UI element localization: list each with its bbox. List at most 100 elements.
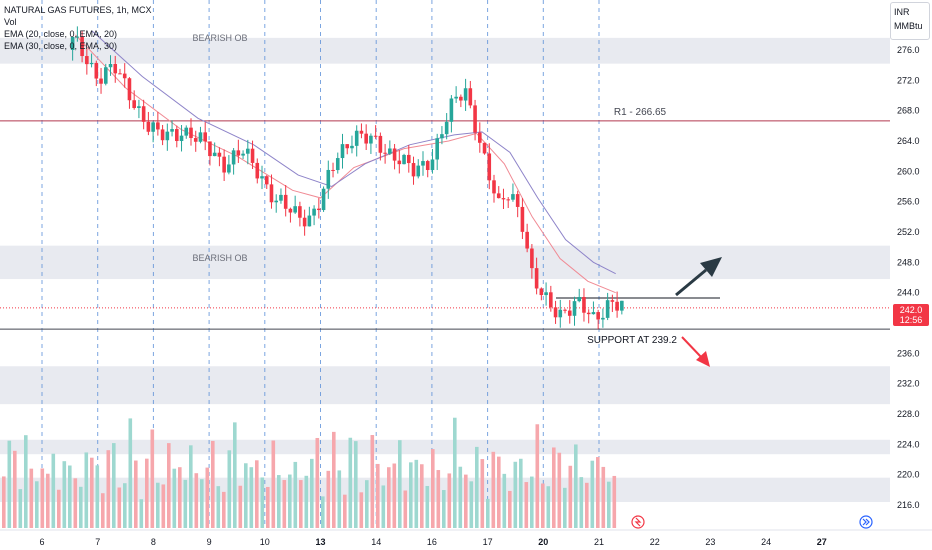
volume-bar — [607, 481, 611, 528]
candle-body — [298, 206, 302, 218]
candle-body — [137, 106, 141, 108]
volume-bar — [365, 480, 369, 528]
volume-bar — [596, 457, 600, 528]
volume-label: Vol — [4, 17, 17, 27]
volume-bar — [387, 467, 391, 528]
volume-bar — [249, 467, 254, 528]
candle-body — [151, 122, 155, 132]
volume-bar — [585, 482, 589, 528]
candle-body — [326, 169, 331, 189]
volume-bar — [46, 473, 50, 528]
candle-body — [605, 300, 610, 318]
volume-bar — [189, 445, 193, 528]
volume-bar — [62, 461, 67, 528]
volume-bar — [299, 480, 303, 528]
day-tick-label: 17 — [483, 537, 493, 547]
candle-body — [444, 121, 449, 135]
candle-body — [572, 301, 577, 316]
volume-bar — [255, 460, 259, 528]
candle-body — [468, 88, 473, 106]
scroll-to-realtime-icon[interactable] — [859, 515, 873, 529]
candle-body — [567, 310, 572, 316]
currency-unit-box[interactable]: INR MMBtu — [890, 2, 930, 40]
volume-bar — [244, 463, 248, 528]
candle-body — [364, 133, 368, 144]
candle-body — [321, 188, 326, 211]
price-tick-label: 252.0 — [897, 227, 920, 237]
candle-body — [345, 144, 350, 149]
volume-bar — [546, 486, 551, 528]
candle-body — [577, 297, 582, 302]
volume-bar — [425, 485, 430, 528]
volume-bar — [414, 459, 419, 528]
volume-bar — [84, 452, 89, 528]
volume-bar — [24, 435, 28, 528]
candle-body — [487, 153, 492, 181]
volume-bar — [563, 487, 567, 528]
volume-bar — [436, 470, 441, 528]
volume-bar — [326, 470, 331, 528]
volume-bar — [172, 468, 177, 528]
last-price-tag: 242.0 12:56 — [893, 304, 929, 326]
candle-body — [241, 153, 245, 156]
volume-bar — [238, 485, 243, 528]
volume-bar — [145, 458, 149, 528]
candle-body — [354, 130, 359, 146]
day-tick-label: 10 — [260, 537, 270, 547]
candle-body — [85, 56, 89, 65]
support-label: SUPPORT AT 239.2 — [587, 335, 677, 346]
volume-bar — [101, 493, 105, 528]
day-tick-label: 13 — [315, 537, 325, 547]
candle-body — [312, 208, 316, 216]
price-axis-bg — [890, 0, 932, 530]
candle-body — [264, 176, 269, 185]
volume-bar — [40, 468, 45, 528]
volume-bar — [508, 490, 512, 528]
volume-bar — [79, 486, 83, 528]
volume-bar — [233, 422, 237, 528]
candle-body — [430, 159, 435, 171]
volume-bar — [458, 466, 463, 528]
candle-body — [307, 215, 312, 227]
candle-body — [601, 317, 605, 320]
levels-layer — [0, 120, 890, 330]
candle-body — [416, 165, 421, 177]
volume-bar — [502, 473, 507, 528]
volume-bar — [13, 450, 17, 528]
volume-bar — [370, 435, 375, 528]
volume-bar — [7, 440, 12, 528]
candle-body — [94, 62, 99, 79]
volume-bar — [480, 459, 485, 528]
day-tick-label: 16 — [427, 537, 437, 547]
volume-bar — [491, 451, 496, 528]
volume-bar — [359, 492, 364, 528]
volume-bar — [68, 465, 72, 528]
candle-body — [411, 163, 416, 177]
volume-bar — [343, 494, 347, 528]
candle-body — [113, 64, 118, 74]
candle-body — [373, 135, 378, 137]
volume-bar — [420, 464, 424, 528]
price-tick-label: 228.0 — [897, 409, 920, 419]
ema20-label: EMA (20, close, 0, EMA, 20) — [4, 29, 118, 39]
candle-body — [75, 36, 80, 38]
day-tick-label: 9 — [207, 537, 212, 547]
candle-body — [89, 62, 94, 65]
volume-bar — [112, 443, 116, 528]
candle-body — [231, 150, 236, 165]
candle-body — [511, 194, 515, 200]
candle-body — [283, 194, 288, 209]
volume-bar — [90, 457, 94, 528]
volume-bar — [194, 473, 199, 528]
candle-body — [331, 169, 335, 171]
volume-bar — [222, 491, 226, 528]
volume-bar — [524, 482, 529, 528]
candle-body — [553, 307, 558, 318]
volume-bar — [497, 456, 501, 528]
bullish-arrow-head — [700, 257, 722, 277]
day-tick-label: 14 — [371, 537, 381, 547]
candle-body — [189, 127, 193, 139]
legend-panel: NATURAL GAS FUTURES, 1h, MCX Vol EMA (20… — [4, 4, 152, 52]
volume-bar — [123, 483, 127, 528]
